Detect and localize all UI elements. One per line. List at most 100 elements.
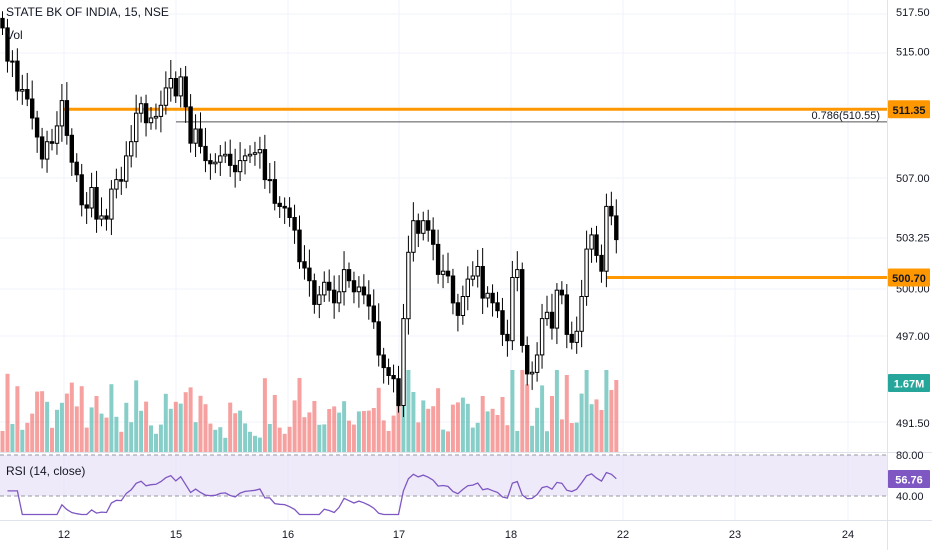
candle-body [143,103,149,124]
candle-body [109,188,114,220]
price-tick-label: 517.50 [896,7,930,19]
volume-bar [84,427,89,452]
candle-body [10,60,15,63]
volume-bar [20,429,25,452]
volume-bar [302,417,307,452]
candle-body [529,371,535,375]
volume-bar [515,431,520,452]
volume-bar [327,409,332,452]
volume-bar [59,402,64,452]
rsi-legend: RSI (14, close) [6,464,86,478]
time-tick-label: 18 [505,529,517,541]
volume-bar [337,412,342,452]
rsi-badge: 56.76 [888,470,930,488]
volume-bar [74,406,79,452]
volume-bar [426,408,431,452]
volume-bar [510,370,515,452]
candle-body [579,296,584,332]
volume-bar [163,393,168,452]
price-tick-label: 500.00 [896,284,930,296]
volume-bar [297,378,302,452]
volume-bar [500,397,505,452]
volume-bar [124,402,129,452]
candle-body [470,275,476,280]
volume-bar [554,370,559,452]
volume-bar [292,400,297,452]
volume-bar [203,404,208,452]
volume-bar [15,386,20,452]
candle-body [138,103,144,114]
candle-body [188,106,193,144]
candle-body [257,149,263,154]
candle-body [153,115,159,119]
volume-bar [79,386,84,452]
candle-body [20,89,25,92]
volume-bar [475,422,480,452]
candle-body [69,134,74,163]
candle-body [213,161,218,165]
time-tick-label: 17 [393,529,405,541]
volume-bar [614,380,619,452]
candle-body [614,215,619,241]
volume-bar [193,422,198,452]
candle-body [549,311,555,329]
level-badge-500: 500.70 [888,268,930,287]
volume-bar [594,399,599,452]
candle-body [460,296,466,316]
candle-body [34,117,40,138]
candle-body [440,270,446,275]
volume-bar [94,396,99,452]
volume-bar [282,433,287,452]
price-tick-label: 507.00 [896,173,930,185]
candle-body [569,333,574,343]
volume-bar [436,388,441,452]
volume-bar [178,403,183,452]
volume-bar [490,408,495,452]
volume-bar [535,407,540,452]
volume-bar [465,403,470,452]
volume-bar [441,429,446,452]
volume-bar [129,422,134,452]
candle-body [148,117,154,124]
candle-body [312,280,317,305]
volume-bar [564,375,569,452]
volume-bar [35,391,40,452]
time-tick-label: 22 [617,529,629,541]
volume-bar [525,384,530,452]
volume-bar [366,410,371,452]
candle-body [391,375,396,380]
candle-body [218,155,223,163]
candle-body [94,187,99,220]
candle-body [327,281,332,291]
volume-bar [99,413,104,452]
volume-bar [455,402,460,452]
candle-body [173,78,179,97]
volume-bar [114,416,119,452]
candle-body [351,280,357,293]
rsi-lower-label: 40.00 [896,491,924,503]
volume-bar [391,415,396,452]
volume-bar [584,370,589,452]
volume-bar [238,410,243,452]
volume-bar [545,431,549,452]
candle-body [104,215,109,220]
candle-body [525,345,530,375]
volume-bar [158,424,163,452]
candle-body [247,153,253,157]
candle-body [480,266,485,299]
volume-bar [188,387,193,452]
level-badge-500-bg [888,268,930,287]
candle-body [426,220,431,231]
candle-body [366,294,372,307]
candle-body [54,125,60,144]
time-tick-label: 23 [729,529,741,541]
volume-bar [381,420,386,452]
candle-body [376,321,381,356]
volume-bar [154,433,158,452]
candle-body [208,160,213,165]
volume-bar [233,413,238,452]
volume-bar [609,390,614,452]
volume-bar [406,370,411,452]
